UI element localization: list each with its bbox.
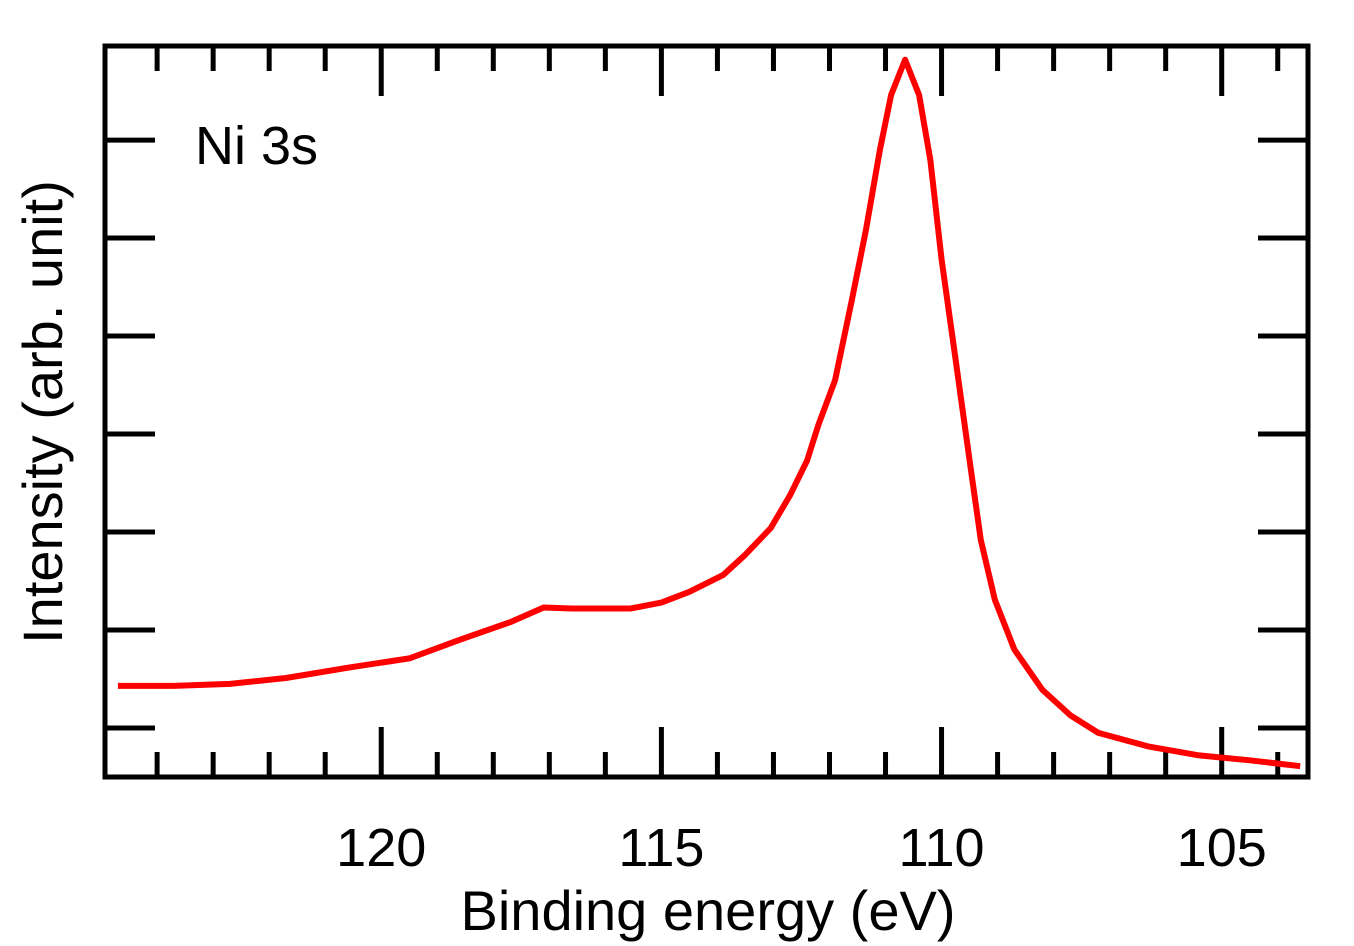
x-tick-labels: 120 115 110 105 (336, 818, 1267, 878)
series-line-ni-3s (117, 56, 1301, 770)
x-tick-label: 120 (336, 818, 426, 878)
x-tick-label: 105 (1177, 818, 1267, 878)
x-tick-label: 115 (618, 818, 704, 878)
x-tick-label: 110 (899, 818, 985, 878)
x-axis-label: Binding energy (eV) (461, 879, 956, 942)
y-axis-label: Intensity (arb. unit) (11, 180, 74, 644)
plot-frame (102, 43, 1311, 780)
axis-ticks (105, 46, 1308, 777)
annotation-label: Ni 3s (195, 116, 318, 176)
